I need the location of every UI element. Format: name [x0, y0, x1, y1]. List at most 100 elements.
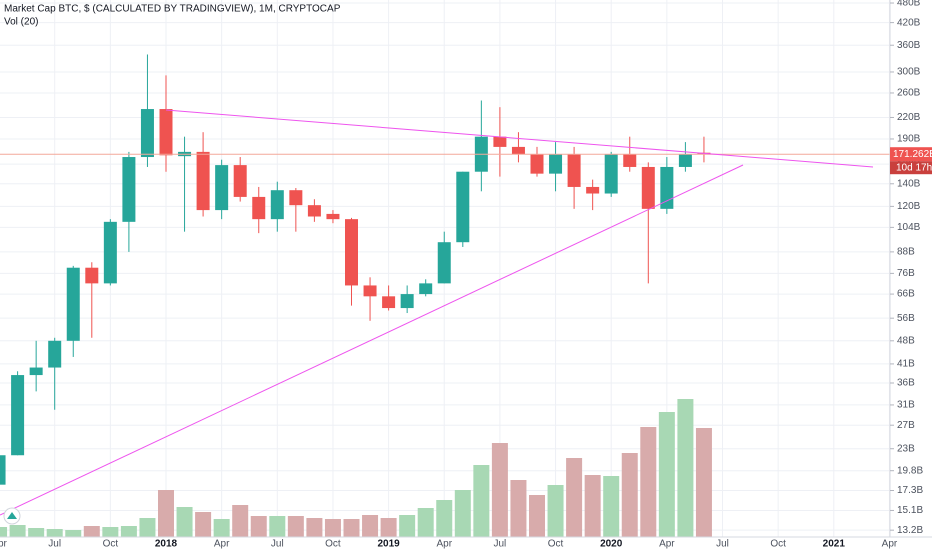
candle-body — [48, 340, 62, 368]
x-tick-label: Jul — [494, 539, 507, 550]
y-tick-label: 220B — [897, 112, 921, 123]
y-tick-label: 15.1B — [897, 505, 923, 516]
volume-bar — [324, 519, 341, 537]
candle-body — [456, 171, 470, 243]
candle-body — [567, 154, 581, 187]
y-tick-label: 420B — [897, 17, 921, 28]
candle-body — [437, 242, 451, 284]
candle-body — [623, 154, 637, 167]
candle-body — [252, 196, 266, 220]
candle-body — [382, 296, 396, 309]
y-tick-label: 76B — [897, 268, 915, 279]
candle-body — [326, 213, 340, 220]
candle-body — [345, 219, 358, 286]
candle-body — [363, 285, 377, 297]
candle-body — [0, 455, 6, 485]
x-tick-label: Jul — [716, 539, 729, 550]
candle-body — [511, 146, 525, 155]
x-tick-label: Jul — [271, 539, 284, 550]
logo-icon — [7, 512, 17, 519]
candle-body — [493, 136, 507, 147]
volume-bar — [547, 485, 564, 537]
volume-bar — [529, 495, 545, 537]
x-tick-label: 2020 — [600, 539, 623, 550]
y-tick-label: 31B — [897, 400, 915, 411]
y-tick-label: 190B — [897, 134, 921, 145]
y-tick-label: 120B — [897, 201, 921, 212]
volume-bar — [380, 518, 397, 537]
y-tick-label: 13.2B — [897, 525, 923, 536]
candle-body — [678, 154, 692, 167]
volume-bar — [102, 527, 119, 537]
x-tick-label: Apr — [659, 539, 675, 550]
y-tick-label: 140B — [897, 178, 921, 189]
y-tick-label: 23B — [897, 443, 915, 454]
y-tick-label: 17.3B — [897, 485, 923, 496]
chart-title: Market Cap BTC, $ (CALCULATED BY TRADING… — [4, 4, 341, 15]
x-tick-label: 2021 — [823, 539, 846, 550]
volume-bar — [176, 507, 193, 537]
volume-bar — [9, 525, 26, 537]
volume-bar — [269, 516, 286, 537]
candle-body — [103, 221, 117, 284]
x-tick-label: 2019 — [377, 539, 400, 550]
volume-bar — [46, 529, 63, 537]
x-tick-label: Oct — [103, 539, 119, 550]
volume-bar — [695, 428, 712, 537]
volume-bar — [584, 475, 601, 537]
candle-body — [270, 190, 284, 220]
volume-bar — [306, 518, 323, 537]
candle-body — [122, 157, 136, 222]
volume-bar — [640, 427, 657, 537]
volume-bar — [343, 519, 360, 537]
y-tick-label: 104B — [897, 222, 921, 233]
volume-bar — [603, 476, 620, 537]
volume-bar — [0, 527, 8, 537]
volume-bar — [677, 399, 694, 537]
x-tick-label: Jul — [48, 539, 61, 550]
volume-bar — [287, 516, 304, 537]
candle-body — [660, 166, 674, 209]
candle-body — [549, 154, 563, 174]
volume-legend: Vol (20) — [4, 17, 38, 28]
y-tick-label: 41B — [897, 359, 915, 370]
volume-bar — [232, 505, 249, 537]
candle-body — [29, 367, 43, 376]
x-tick-label: Oct — [325, 539, 341, 550]
trend-line-upper — [165, 109, 874, 168]
y-tick-label: 56B — [897, 313, 915, 324]
volume-bar — [213, 519, 230, 537]
x-tick-label: Apr — [214, 539, 230, 550]
countdown-label: 10d 17h — [896, 162, 932, 173]
x-tick-label: 2018 — [155, 539, 178, 550]
volume-bar — [158, 490, 174, 537]
volume-bar — [139, 518, 156, 537]
price-pane — [0, 54, 890, 485]
volume-bar — [658, 412, 675, 537]
candle-body — [530, 154, 544, 174]
candle-body — [586, 186, 600, 194]
y-tick-label: 27B — [897, 420, 915, 431]
x-tick-label: Apr — [882, 539, 898, 550]
volume-bar — [399, 515, 416, 537]
y-tick-label: 48B — [897, 335, 915, 346]
x-tick-label: Oct — [548, 539, 564, 550]
candle-body — [140, 109, 154, 158]
candle-body — [233, 165, 247, 197]
volume-bar — [362, 515, 379, 537]
y-tick-label: 360B — [897, 40, 921, 51]
y-tick-label: 66B — [897, 289, 915, 300]
candle-body — [159, 109, 173, 156]
candle-body — [419, 283, 433, 295]
candle-body — [85, 267, 99, 284]
volume-bar — [417, 508, 434, 537]
volume-bar — [83, 526, 100, 537]
volume-bar — [65, 530, 82, 537]
volume-bar — [195, 512, 212, 537]
candle-body — [400, 294, 414, 309]
x-tick-label: Apr — [0, 539, 8, 550]
candle-body — [604, 154, 618, 194]
